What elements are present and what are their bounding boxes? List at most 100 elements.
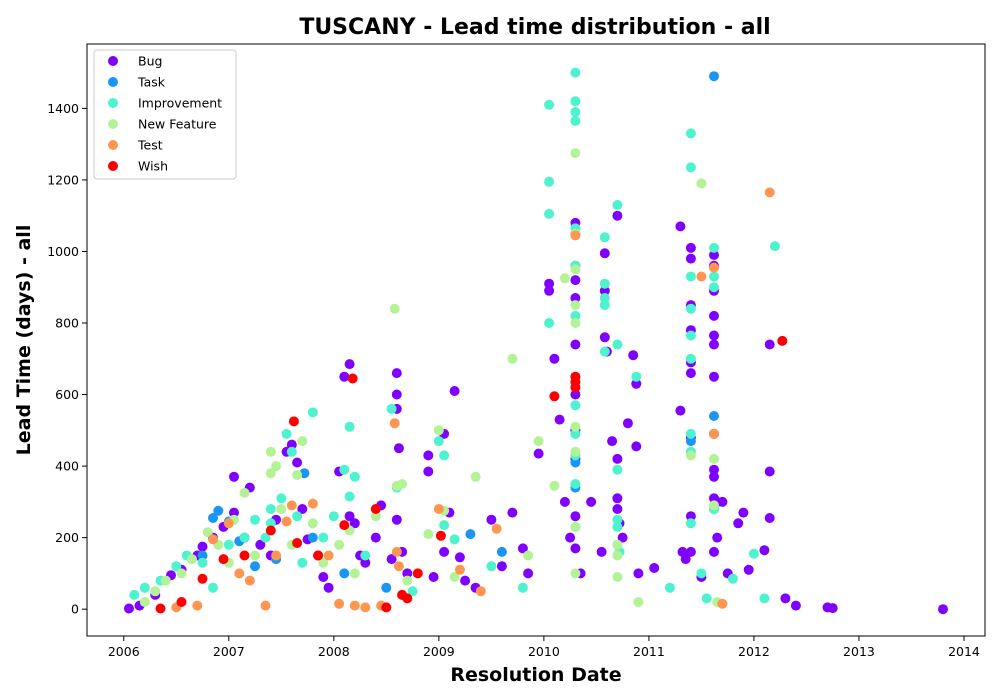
data-point [292,470,303,480]
data-point [260,600,271,611]
x-tick-label: 2012 [738,644,770,659]
legend-label: Task [137,75,166,90]
data-point [250,550,260,561]
data-point [777,335,788,346]
x-tick-label: 2007 [213,644,245,659]
data-point [607,436,618,447]
data-point [439,520,450,531]
data-point [709,371,719,382]
data-point [717,598,728,609]
data-point [570,479,581,489]
x-tick-label: 2008 [318,644,350,659]
data-point [685,368,696,379]
data-point [271,461,282,472]
data-point [292,538,303,548]
data-point [276,493,287,504]
data-point [433,425,444,436]
data-point [570,67,581,78]
x-tick-label: 2014 [948,644,980,659]
data-point [685,428,696,439]
data-point [339,371,350,382]
data-point [549,391,560,402]
data-point [318,532,329,543]
data-point [709,71,719,82]
data-point [759,545,770,556]
data-point [586,496,597,507]
y-tick-label: 1400 [47,101,79,116]
data-point [544,318,555,328]
data-point [633,568,644,579]
legend-marker [108,56,118,66]
data-point [360,557,371,568]
data-point [370,511,381,522]
data-point [523,568,534,579]
data-point [391,368,402,379]
data-point [239,532,250,543]
y-tick-label: 600 [55,387,79,402]
data-point [570,568,581,579]
data-point [139,582,150,593]
data-point [612,504,623,514]
data-point [344,421,355,432]
data-point [292,457,303,468]
data-point [612,493,623,504]
data-point [349,568,360,579]
data-point [709,428,719,439]
x-tick-label: 2013 [843,644,875,659]
data-point [265,525,276,536]
data-point [323,550,334,561]
data-point [260,532,271,543]
data-point [709,500,719,511]
data-point [631,371,642,382]
data-point [764,513,775,523]
data-point [612,521,623,532]
data-point [685,271,696,282]
data-point [701,593,712,604]
y-tick-label: 800 [55,316,79,331]
data-point [570,339,581,350]
data-point [435,530,446,541]
data-point [449,534,460,545]
data-point [544,99,555,110]
data-point [265,518,276,529]
data-point [423,529,434,540]
data-point [307,518,318,529]
data-point [286,446,297,457]
data-point [496,546,507,557]
data-point [433,436,444,447]
data-point [599,248,610,259]
data-point [612,572,623,582]
legend-marker [108,98,118,108]
data-point [612,550,623,561]
legend-box [93,49,237,180]
data-point [439,546,450,557]
data-point [599,285,610,296]
data-point [234,568,245,579]
data-point [685,253,696,264]
data-point [709,546,719,557]
data-point [344,359,355,370]
data-point [454,552,465,563]
data-point [664,582,675,593]
legend-marker [108,77,118,87]
data-point [570,264,581,275]
data-point [685,242,696,253]
data-point [171,561,182,572]
data-point [685,546,696,557]
data-point [281,516,292,527]
data-point [250,561,260,572]
data-point [617,532,628,543]
data-point [685,518,696,529]
data-point [612,539,623,550]
data-point [328,511,339,522]
data-point [709,262,719,273]
data-point [150,586,161,597]
data-point [764,466,775,477]
data-point [347,373,358,384]
data-point [685,128,696,139]
data-point [696,178,707,189]
data-point [570,230,581,241]
data-point [192,600,203,611]
legend-label: New Feature [138,117,217,132]
